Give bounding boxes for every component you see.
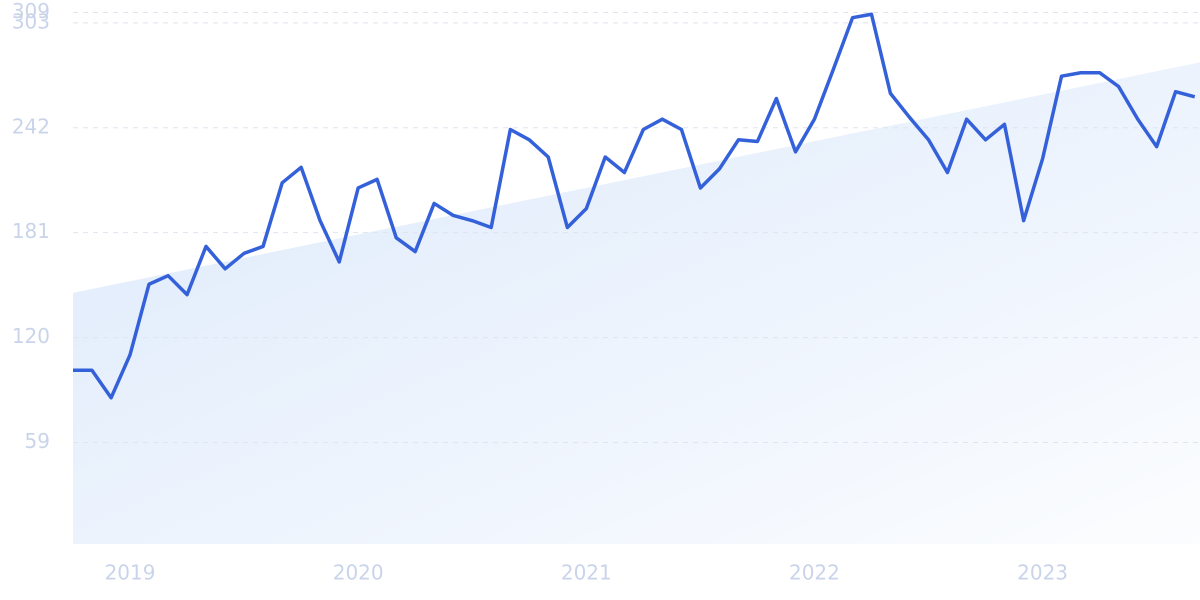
y-tick-label: 120 — [12, 324, 50, 348]
x-tick-label: 2022 — [789, 561, 840, 585]
x-tick-label: 2020 — [333, 561, 384, 585]
y-tick-label: 303 — [12, 9, 50, 33]
x-tick-label: 2023 — [1017, 561, 1068, 585]
y-tick-label: 242 — [12, 114, 50, 138]
y-tick-label: 309 — [12, 0, 50, 23]
data-line — [73, 12, 1196, 400]
x-tick-label: 2019 — [105, 561, 156, 585]
y-tick-label: 59 — [25, 429, 50, 453]
x-tick-label: 2021 — [561, 561, 612, 585]
y-tick-label: 181 — [12, 219, 50, 243]
trend-area — [73, 62, 1200, 545]
